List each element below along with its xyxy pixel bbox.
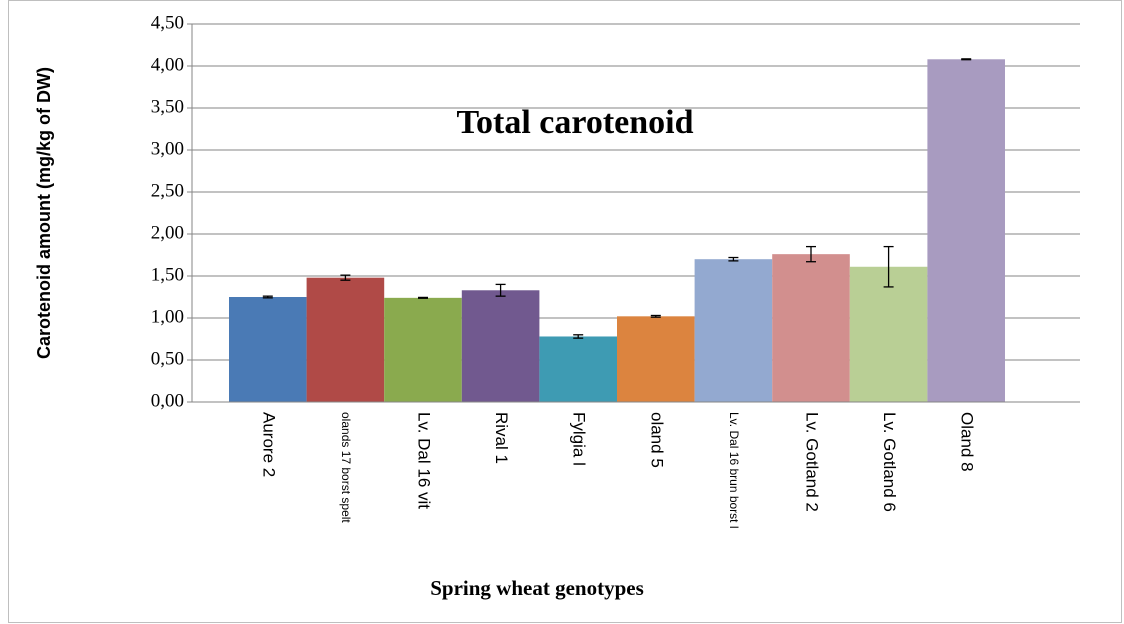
y-tick-label: 1,00 [151,306,184,327]
chart-title: Total carotenoid [456,104,693,141]
y-tick-label: 2,00 [151,222,184,243]
y-tick-label: 4,00 [151,54,184,75]
x-tick-label: Lv. Gotland 2 [803,412,822,512]
y-tick-label: 0,50 [151,348,184,369]
x-tick-label: Rival 1 [492,412,511,464]
x-tick-label: Lv. Gotland 6 [880,412,899,512]
x-tick-label: Lv. Dal 16 brun borst l [727,412,741,529]
x-tick-label: oland 5 [647,412,666,468]
bar [229,297,307,402]
bar [694,259,773,402]
y-tick-label: 3,00 [151,138,184,159]
bar [927,59,1005,402]
bar [306,277,385,402]
y-axis-label: Carotenoid amount (mg/kg of DW) [34,67,54,359]
bar [539,336,617,402]
bar [849,266,928,402]
bar [772,254,850,402]
y-tick-label: 2,50 [151,180,184,201]
y-tick-label: 3,50 [151,96,184,117]
x-tick-label: Aurore 2 [259,412,278,477]
bar [461,290,540,402]
bar [384,297,462,402]
y-tick-label: 0,00 [151,390,184,411]
x-tick-label: Lv. Dal 16 vit [415,412,434,509]
x-tick-label: olands 17 borst spelt [339,412,353,523]
x-axis-label: Spring wheat genotypes [430,576,644,600]
x-tick-label: Fylgia l [570,412,589,466]
y-tick-label: 1,50 [151,264,184,285]
y-tick-label: 4,50 [151,12,184,33]
bar [617,316,695,402]
x-tick-label: Oland 8 [958,412,977,472]
